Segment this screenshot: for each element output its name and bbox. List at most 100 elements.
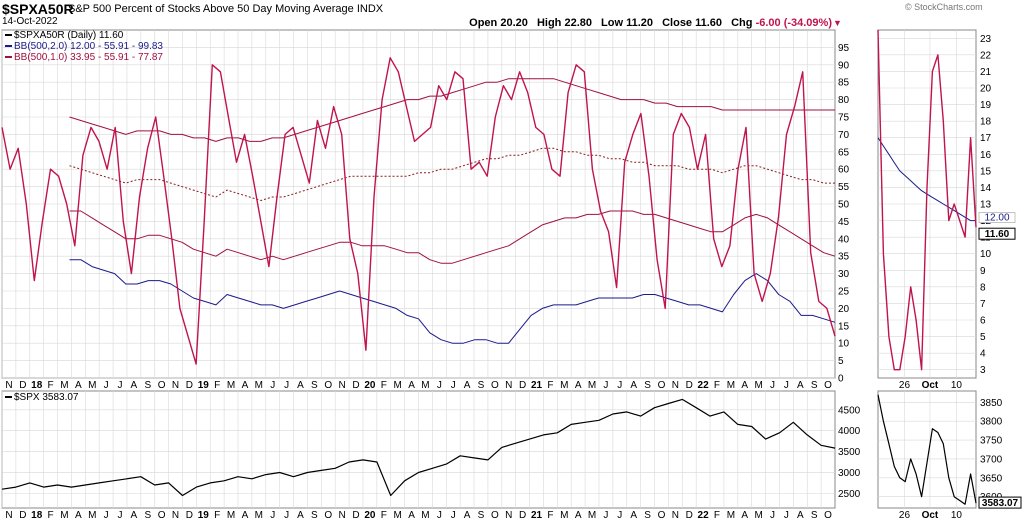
y-tick-label: 5 <box>980 332 986 343</box>
x-tick-label: N <box>505 380 512 391</box>
x-tick-label: J <box>118 380 123 391</box>
x-tick-label: O <box>824 380 832 391</box>
chg-label: Chg <box>731 17 753 29</box>
x-tick-label: M <box>394 510 402 521</box>
x-tick-label: M <box>60 380 68 391</box>
close-label: Close <box>662 17 693 29</box>
y-tick-label: 60 <box>838 165 850 176</box>
y-tick-label: 90 <box>838 60 850 71</box>
x-tick-label: O <box>824 510 832 521</box>
y-tick-label: 45 <box>838 217 850 228</box>
y-tick-label: 17 <box>980 133 992 144</box>
x-tick-label: O <box>491 510 499 521</box>
x-tick-label: D <box>352 380 359 391</box>
x-tick-label: 19 <box>198 510 210 521</box>
x-tick-label: F <box>714 510 720 521</box>
x-tick-label: A <box>242 510 249 521</box>
x-tick-label: 18 <box>31 380 43 391</box>
x-tick-label: D <box>19 380 26 391</box>
x-tick-label: N <box>5 510 12 521</box>
x-tick-label: A <box>464 510 471 521</box>
x-tick-label: A <box>297 380 304 391</box>
x-tick-label: 26 <box>899 380 911 391</box>
x-tick-label: O <box>491 380 499 391</box>
y-tick-label: 55 <box>838 182 850 193</box>
x-tick-label: F <box>547 380 553 391</box>
y-tick-label: 40 <box>838 234 850 245</box>
x-tick-label: A <box>75 510 82 521</box>
x-tick-label: D <box>519 380 526 391</box>
low-label: Low <box>601 17 624 29</box>
x-tick-label: D <box>19 510 26 521</box>
x-tick-label: J <box>104 380 109 391</box>
x-tick-label: F <box>381 380 387 391</box>
x-tick-label: M <box>754 380 762 391</box>
y-tick-label: 13 <box>980 200 992 211</box>
x-tick-label: 21 <box>531 510 543 521</box>
x-tick-label: 18 <box>31 510 43 521</box>
x-tick-label: J <box>284 510 289 521</box>
inner-lower-band-line <box>69 210 836 264</box>
zoom-price-line <box>877 29 977 371</box>
x-tick-label: A <box>741 380 748 391</box>
x-tick-label: Oct <box>922 380 939 391</box>
x-tick-label: A <box>408 510 415 521</box>
high-value: 22.80 <box>564 17 592 29</box>
y-tick-label: 0 <box>838 374 844 385</box>
legend-entry: BB(500,1.0) 33.95 - 55.91 - 77.87 <box>14 52 163 63</box>
spx-zoom-panel-frame <box>877 390 977 509</box>
x-tick-label: F <box>547 510 553 521</box>
y-tick-label: 65 <box>838 147 850 158</box>
x-tick-label: S <box>644 380 651 391</box>
x-tick-label: M <box>227 510 235 521</box>
x-tick-label: 19 <box>198 380 210 391</box>
x-tick-label: S <box>478 380 485 391</box>
copyright-label: © StockCharts.com <box>905 2 983 12</box>
open-label: Open <box>469 17 498 29</box>
x-tick-label: A <box>408 380 415 391</box>
chart-header: $SPXA50R S&P 500 Percent of Stocks Above… <box>0 0 1024 30</box>
y-tick-label: 70 <box>838 130 850 141</box>
x-tick-label: M <box>227 380 235 391</box>
y-tick-label: 8 <box>980 282 986 293</box>
y-tick-label: 3750 <box>980 436 1003 447</box>
x-tick-label: A <box>797 510 804 521</box>
x-tick-label: F <box>214 510 220 521</box>
chg-value: -6.00 (-34.09%) <box>755 17 832 29</box>
x-tick-label: J <box>437 510 442 521</box>
y-tick-label: 14 <box>980 183 992 194</box>
x-tick-label: D <box>686 380 693 391</box>
x-tick-label: D <box>186 380 193 391</box>
x-tick-label: D <box>519 510 526 521</box>
x-tick-label: A <box>741 510 748 521</box>
x-tick-label: J <box>270 510 275 521</box>
x-tick-label: 21 <box>531 380 543 391</box>
y-tick-label: 3850 <box>980 398 1003 409</box>
x-tick-label: A <box>242 380 249 391</box>
x-tick-label: M <box>88 380 96 391</box>
x-tick-label: M <box>255 510 263 521</box>
spx-zoom-line <box>877 394 977 505</box>
x-tick-label: A <box>131 380 138 391</box>
x-tick-label: A <box>575 510 582 521</box>
x-tick-label: A <box>630 510 637 521</box>
x-tick-label: M <box>394 380 402 391</box>
x-tick-label: O <box>158 510 166 521</box>
x-tick-label: M <box>255 380 263 391</box>
x-tick-label: M <box>60 510 68 521</box>
x-tick-label: M <box>588 510 596 521</box>
x-tick-label: J <box>784 380 789 391</box>
y-tick-label: 20 <box>838 304 850 315</box>
x-tick-label: 22 <box>698 510 710 521</box>
y-tick-label: 3700 <box>980 454 1003 465</box>
spx-line <box>1 398 836 497</box>
y-tick-label: 3000 <box>838 468 861 479</box>
price-line <box>1 57 836 365</box>
chart-date: 14-Oct-2022 <box>2 16 58 27</box>
x-tick-label: J <box>784 510 789 521</box>
legend-entry: BB(500,2.0) 12.00 - 55.91 - 99.83 <box>14 41 163 52</box>
y-tick-label: 4500 <box>838 405 861 416</box>
last-value-label: 11.60 <box>985 229 1010 240</box>
y-tick-label: 3650 <box>980 473 1003 484</box>
